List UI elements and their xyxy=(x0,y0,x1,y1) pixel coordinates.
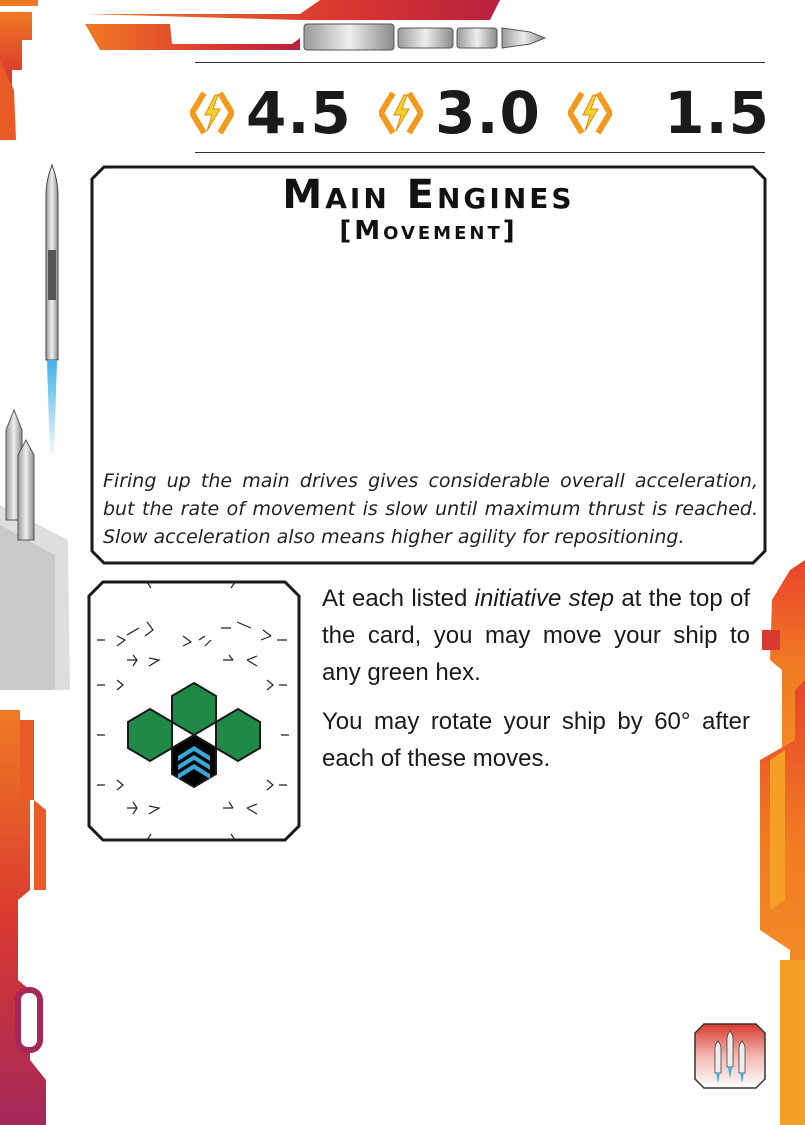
movement-hex-diagram xyxy=(87,580,301,842)
rules-text: At each listed initiative step at the to… xyxy=(322,580,750,789)
rocket-icon xyxy=(45,163,59,460)
rules-text-span: At each listed xyxy=(322,585,475,612)
initiative-steps: 4.5 3.0 1.5 xyxy=(190,79,770,147)
initiative-value: 3.0 xyxy=(435,79,541,147)
energy-bolt-icon xyxy=(379,91,424,135)
rules-paragraph-2: You may rotate your ship by 60° after ea… xyxy=(322,708,750,772)
card-subtitle: [Movement] xyxy=(339,216,518,246)
energy-bolt-icon xyxy=(190,91,234,135)
initiative-step-1: 4.5 xyxy=(190,79,352,147)
initiative-step-3: 1.5 xyxy=(568,79,770,147)
initiative-value: 1.5 xyxy=(664,79,770,147)
card-text-box xyxy=(90,165,767,565)
chevron-up-icon xyxy=(178,746,210,779)
rules-paragraph-1: At each listed initiative step at the to… xyxy=(322,580,750,691)
initiative-step-2: 3.0 xyxy=(379,79,541,147)
header-divider-bottom xyxy=(195,152,765,153)
rocket-cluster-icon xyxy=(694,1023,766,1089)
card-title: Main Engines xyxy=(282,172,575,218)
energy-bolt-icon xyxy=(568,91,613,135)
header-divider-top xyxy=(195,62,765,63)
flavor-text: Firing up the main drives gives consider… xyxy=(103,470,758,548)
rules-text-span: at the top of the card, you may move you… xyxy=(322,585,750,686)
rules-emphasis: initiative step xyxy=(474,585,615,612)
initiative-value: 4.5 xyxy=(246,79,352,147)
